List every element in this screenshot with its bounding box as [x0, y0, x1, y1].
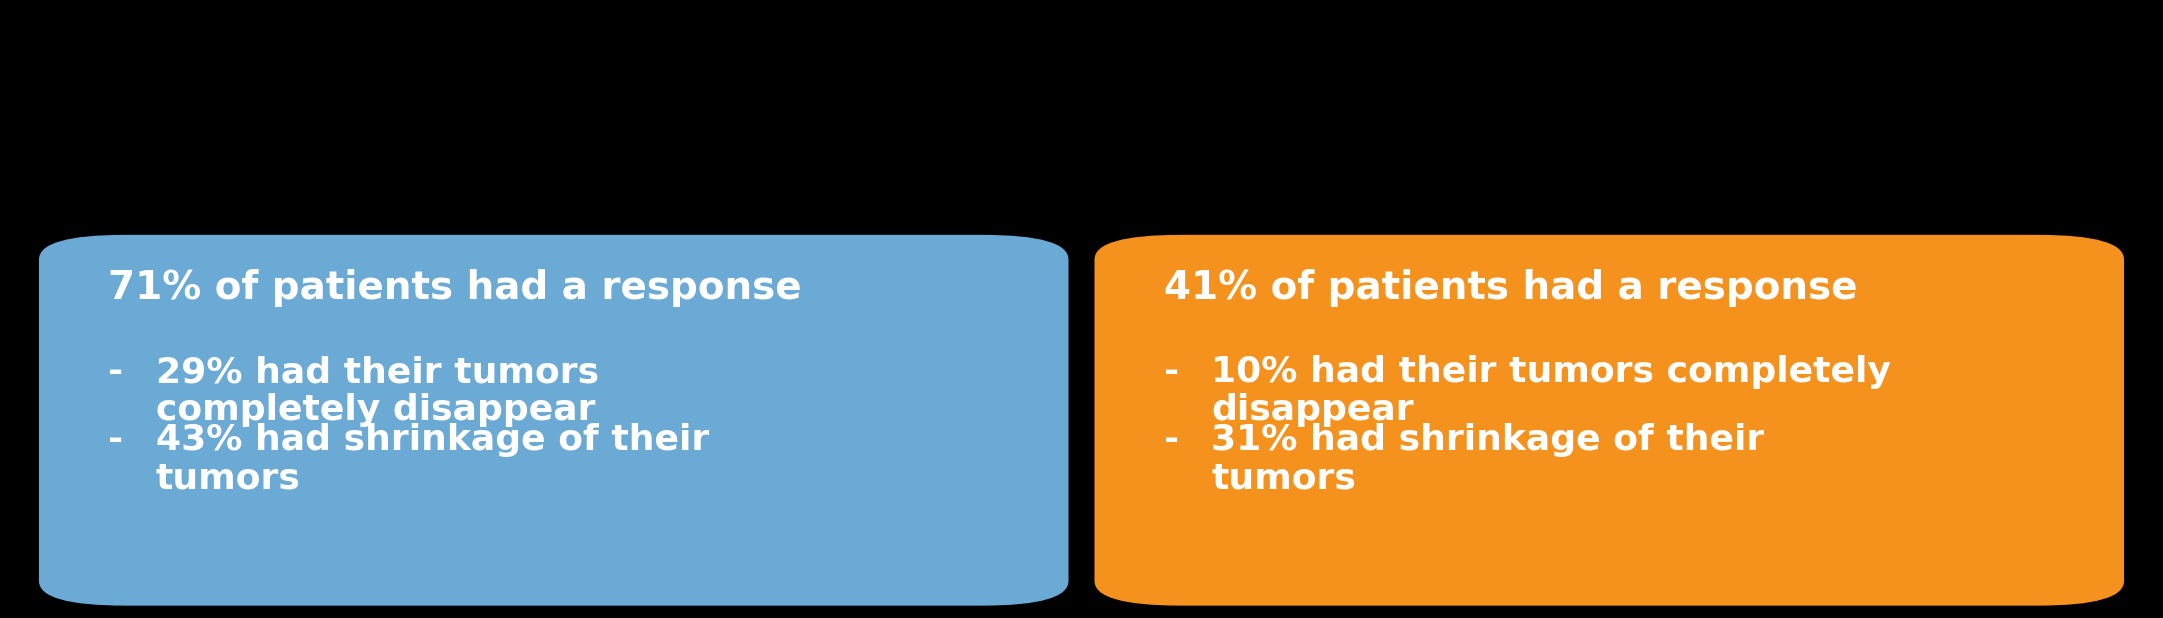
Text: -: - [108, 355, 123, 389]
Text: 43% had shrinkage of their
tumors: 43% had shrinkage of their tumors [156, 423, 709, 496]
FancyBboxPatch shape [1094, 235, 2124, 606]
Text: 10% had their tumors completely
disappear: 10% had their tumors completely disappea… [1211, 355, 1890, 428]
FancyBboxPatch shape [39, 235, 1069, 606]
Text: 31% had shrinkage of their
tumors: 31% had shrinkage of their tumors [1211, 423, 1765, 496]
Text: -: - [108, 423, 123, 457]
Text: 41% of patients had a response: 41% of patients had a response [1164, 269, 1858, 307]
Text: -: - [1164, 423, 1179, 457]
Text: 29% had their tumors
completely disappear: 29% had their tumors completely disappea… [156, 355, 599, 428]
Text: 71% of patients had a response: 71% of patients had a response [108, 269, 802, 307]
Text: -: - [1164, 355, 1179, 389]
